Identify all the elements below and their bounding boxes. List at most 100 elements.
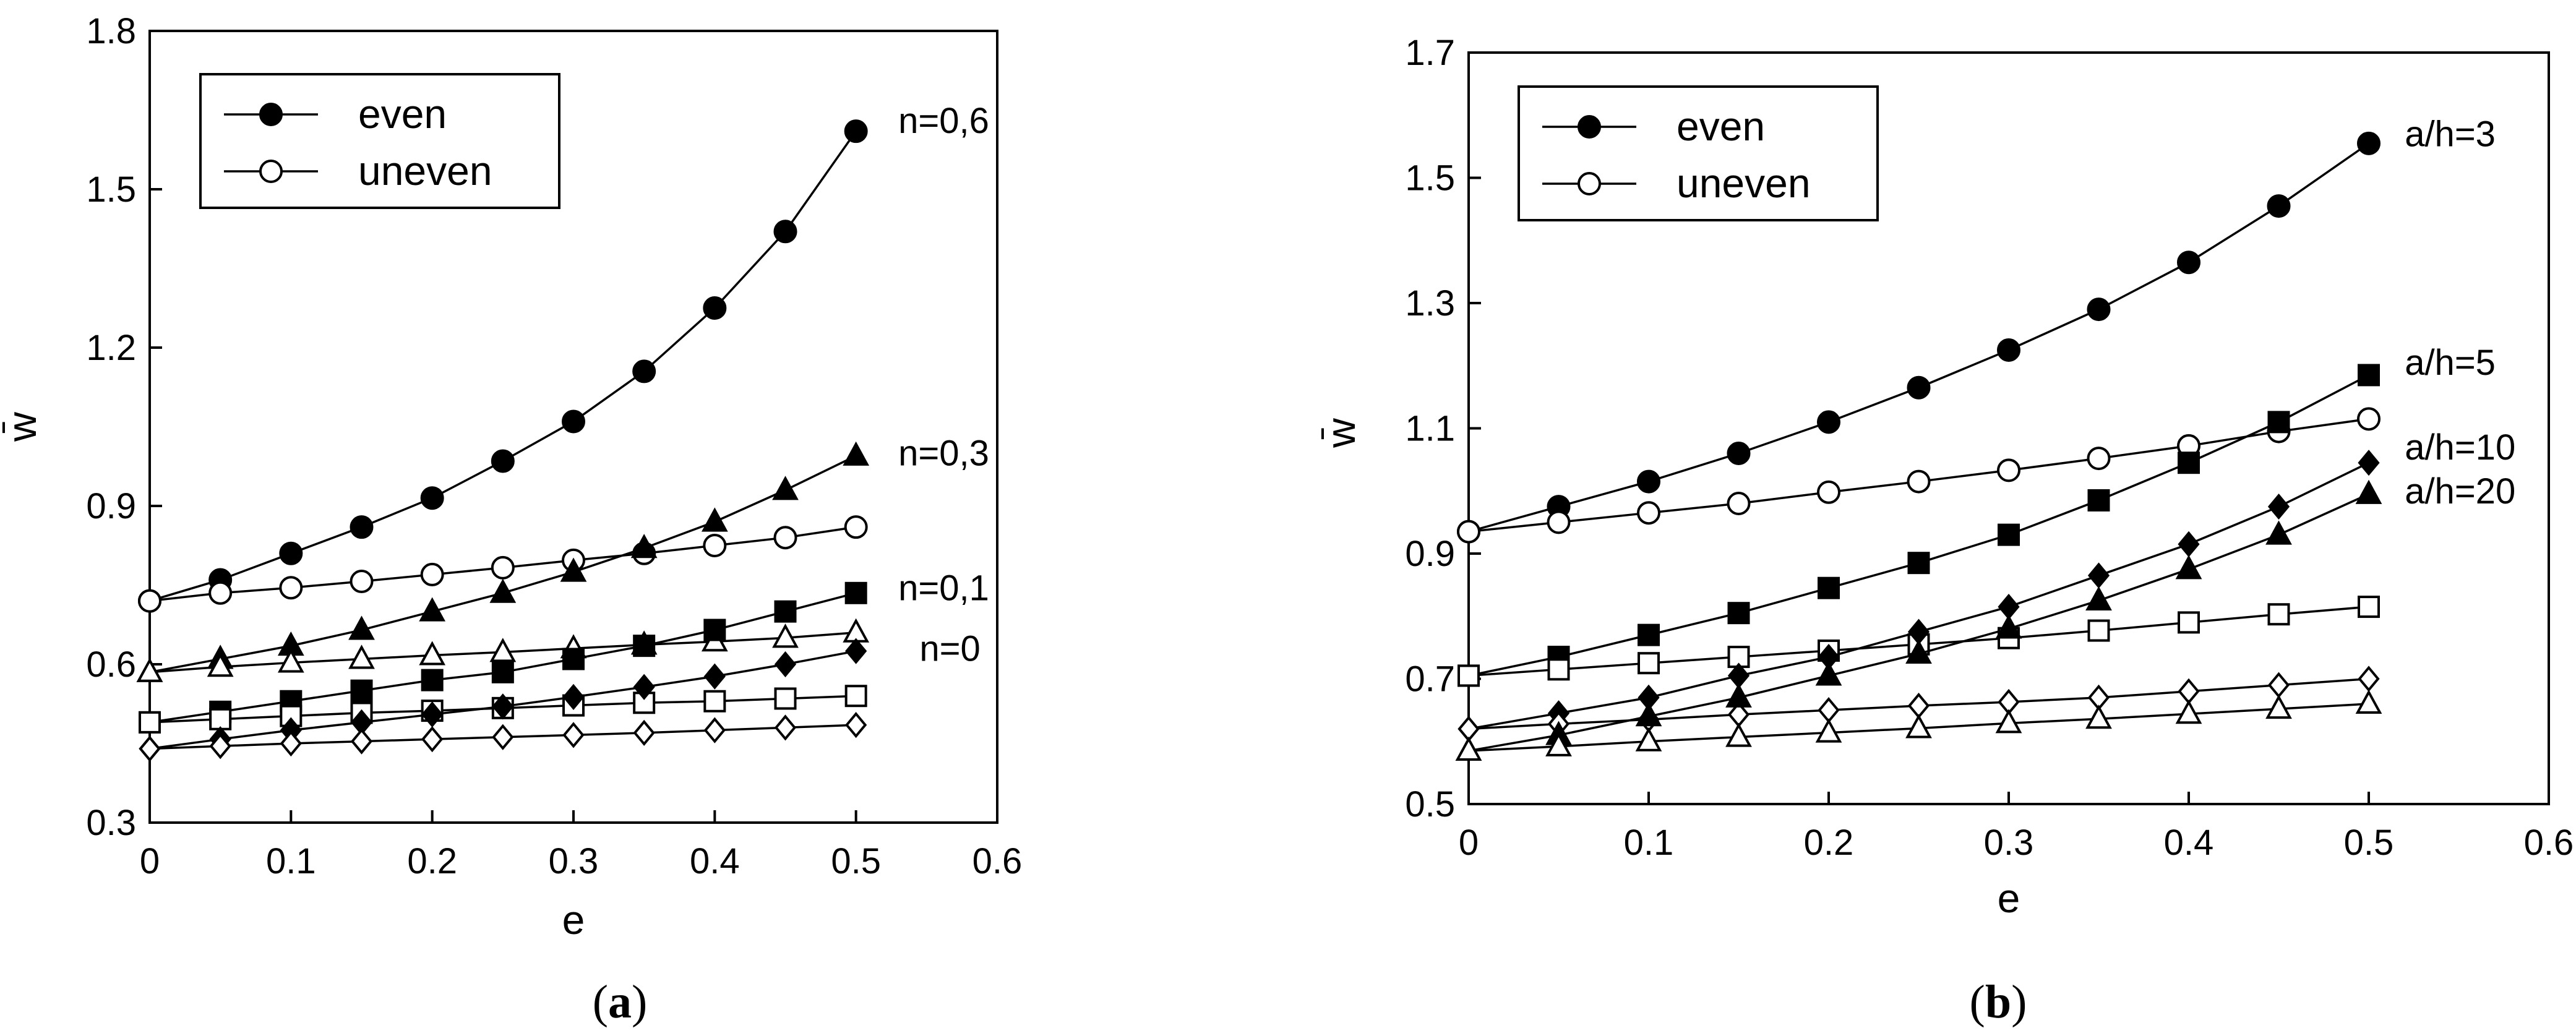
data-point: [2087, 447, 2111, 471]
series-annotation: a/h=20: [2405, 471, 2515, 512]
data-point: [209, 733, 231, 760]
x-tick-label: 0: [140, 841, 160, 881]
data-point: [2267, 411, 2290, 434]
data-point: [207, 653, 234, 677]
data-point: [845, 712, 867, 738]
data-point: [492, 693, 514, 720]
data-point: [2178, 611, 2200, 634]
data-point: [419, 597, 446, 622]
y-tick-label: 1.5: [1405, 158, 1455, 199]
data-point: [280, 730, 302, 757]
data-point: [1727, 602, 1750, 625]
data-point: [774, 600, 797, 623]
data-point: [1905, 714, 1932, 738]
data-point: [1457, 520, 1480, 544]
legend-marker: [259, 103, 283, 126]
data-point: [2087, 298, 2111, 322]
y-axis-label: w̄: [0, 412, 45, 442]
data-point: [138, 589, 161, 613]
data-point: [703, 296, 727, 320]
y-tick-label: 1.7: [1405, 33, 1455, 73]
data-point: [774, 714, 797, 741]
data-point: [2355, 689, 2382, 714]
data-point: [1637, 501, 1660, 525]
data-point: [1635, 727, 1662, 751]
data-point: [1997, 338, 2020, 362]
data-point: [139, 711, 161, 734]
legend: even uneven: [199, 73, 560, 209]
x-tick-label: 0.3: [1984, 823, 2034, 863]
data-point: [703, 690, 726, 713]
panel-caption: (b): [1970, 976, 2027, 1028]
data-point: [420, 562, 444, 586]
data-point: [491, 449, 515, 473]
series-7: [1455, 689, 2382, 761]
series-6: [139, 638, 867, 762]
data-point: [1725, 722, 1752, 747]
data-point: [419, 641, 446, 666]
data-point: [136, 657, 163, 682]
data-point: [492, 724, 514, 750]
data-point: [1995, 709, 2022, 734]
data-point: [279, 541, 303, 565]
data-point: [843, 441, 870, 466]
caption-close-paren: ): [632, 976, 647, 1028]
data-point: [2267, 194, 2291, 218]
data-point: [703, 717, 726, 743]
data-point: [1727, 442, 1751, 465]
data-point: [350, 679, 373, 702]
data-point: [633, 719, 655, 747]
series-annotation: n=0: [919, 628, 980, 669]
legend-label: uneven: [1677, 160, 1811, 206]
legend: even uneven: [1518, 85, 1879, 221]
x-tick-label: 0.2: [407, 841, 457, 881]
y-tick-label: 0.5: [1405, 784, 1455, 824]
data-point: [844, 685, 867, 708]
y-tick-label: 0.9: [86, 486, 136, 526]
data-point: [1547, 510, 1571, 534]
data-point: [562, 648, 585, 670]
data-point: [1545, 732, 1572, 756]
caption-letter: a: [608, 976, 632, 1028]
x-tick-label: 0.5: [2344, 823, 2394, 863]
data-point: [2358, 666, 2380, 692]
caption-close-paren: ): [2011, 976, 2027, 1028]
y-tick-label: 1.1: [1405, 409, 1455, 449]
series-annotation: a/h=10: [2405, 427, 2515, 468]
data-point: [1905, 639, 1932, 664]
data-point: [633, 674, 655, 700]
legend-label: even: [358, 91, 447, 137]
x-tick-label: 0.6: [972, 841, 1023, 881]
legend-frame: [1518, 85, 1879, 221]
y-tick-label: 0.3: [86, 803, 136, 843]
data-point: [420, 486, 444, 510]
data-point: [1817, 480, 1840, 504]
data-point: [773, 526, 797, 550]
x-tick-label: 0.1: [266, 841, 316, 881]
data-point: [2175, 555, 2202, 580]
data-point: [2178, 678, 2200, 704]
data-point: [2267, 672, 2290, 698]
data-point: [1635, 702, 1662, 727]
data-point: [774, 687, 797, 710]
data-point: [1998, 523, 2020, 546]
y-tick-label: 1.2: [86, 328, 136, 368]
data-point: [844, 119, 868, 143]
series-1: [1457, 407, 2381, 544]
data-point: [2355, 479, 2382, 504]
y-tick-label: 0.7: [1405, 659, 1455, 700]
data-point: [350, 728, 373, 755]
data-point: [2357, 131, 2381, 155]
series-7: [139, 712, 867, 762]
data-point: [845, 638, 867, 664]
data-point: [701, 507, 728, 532]
data-point: [2265, 520, 2292, 545]
data-point: [348, 644, 375, 669]
y-tick-label: 1.8: [86, 11, 136, 51]
data-point: [491, 555, 515, 580]
data-point: [1818, 576, 1840, 599]
data-point: [1907, 692, 1930, 719]
data-point: [703, 619, 726, 641]
data-point: [1907, 469, 1931, 494]
data-point: [2357, 407, 2381, 431]
